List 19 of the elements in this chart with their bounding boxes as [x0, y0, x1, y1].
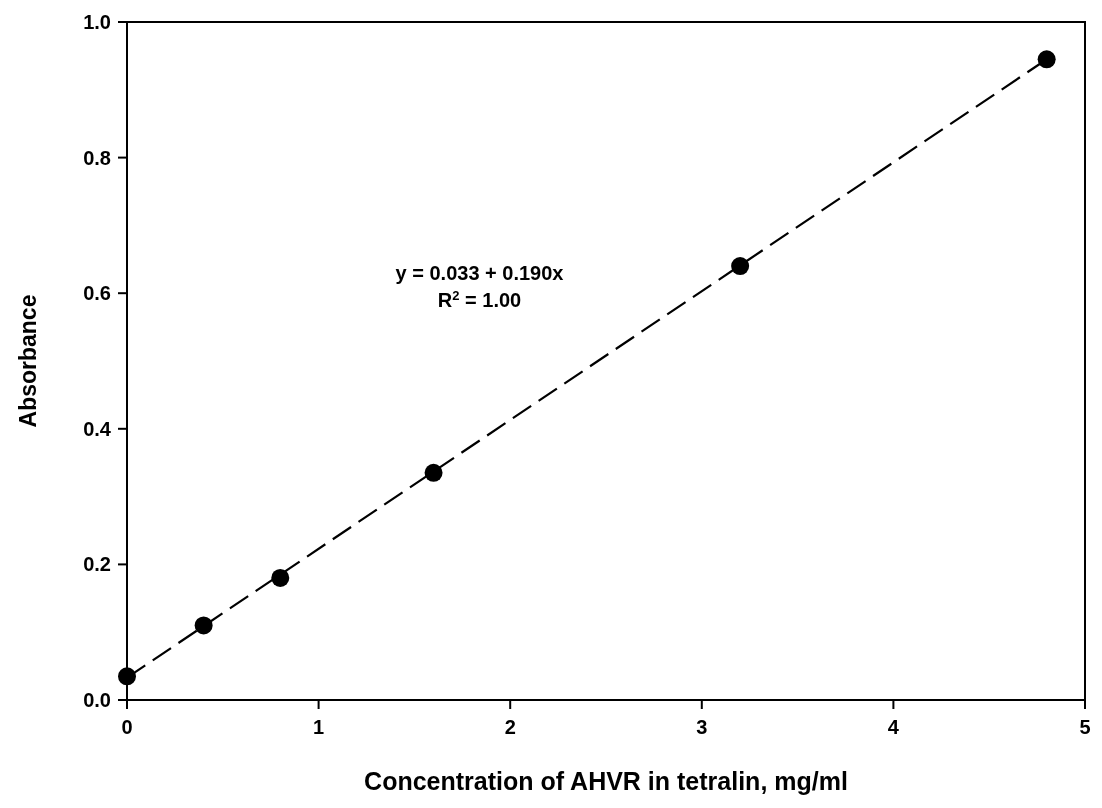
x-tick-label: 3: [696, 716, 708, 738]
y-tick-label: 1.0: [83, 11, 111, 33]
point: [271, 568, 290, 587]
point: [1037, 50, 1056, 69]
x-tick-label: 4: [887, 716, 900, 738]
y-tick-label: 0.6: [83, 282, 111, 305]
y-tick-label: 0.8: [83, 146, 111, 169]
y-tick-label: 0.0: [83, 689, 111, 711]
x-tick-label: 1: [313, 716, 325, 738]
y-axis-title: Absorbance: [15, 294, 41, 428]
y-tick-label: 0.2: [83, 553, 111, 576]
x-tick-label: 2: [504, 716, 516, 738]
x-tick-label: 5: [1079, 716, 1091, 738]
x-tick-label: 0: [121, 716, 133, 738]
x-axis-title: Concentration of AHVR in tetralin, mg/ml: [364, 767, 848, 795]
annotation: y = 0.033 + 0.190x: [395, 261, 564, 284]
y-tick-label: 0.4: [83, 417, 112, 440]
annotation: R$^{2}$ = 1.00: [437, 287, 522, 311]
point: [731, 257, 750, 276]
